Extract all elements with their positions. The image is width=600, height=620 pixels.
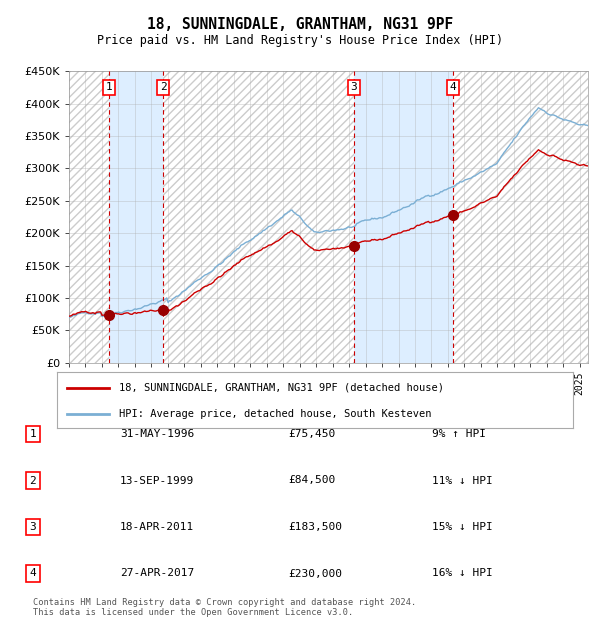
Text: 3: 3 [29,522,37,532]
Text: 15% ↓ HPI: 15% ↓ HPI [432,522,493,532]
Text: 2: 2 [160,82,166,92]
Text: This data is licensed under the Open Government Licence v3.0.: This data is licensed under the Open Gov… [33,608,353,617]
Text: £183,500: £183,500 [288,522,342,532]
Text: 31-MAY-1996: 31-MAY-1996 [120,429,194,439]
Text: 27-APR-2017: 27-APR-2017 [120,569,194,578]
Bar [109,71,163,363]
Text: Price paid vs. HM Land Registry's House Price Index (HPI): Price paid vs. HM Land Registry's House … [97,35,503,47]
Bar [69,71,109,363]
Text: 18, SUNNINGDALE, GRANTHAM, NG31 9PF: 18, SUNNINGDALE, GRANTHAM, NG31 9PF [147,17,453,32]
Text: 3: 3 [350,82,357,92]
Text: £84,500: £84,500 [288,476,335,485]
Text: 4: 4 [29,569,37,578]
Bar [354,71,453,363]
Text: £75,450: £75,450 [288,429,335,439]
Text: 18, SUNNINGDALE, GRANTHAM, NG31 9PF (detached house): 18, SUNNINGDALE, GRANTHAM, NG31 9PF (det… [119,383,444,392]
Text: HPI: Average price, detached house, South Kesteven: HPI: Average price, detached house, Sout… [119,409,431,419]
Text: 1: 1 [29,429,37,439]
Text: 2: 2 [29,476,37,485]
Text: 16% ↓ HPI: 16% ↓ HPI [432,569,493,578]
Text: Contains HM Land Registry data © Crown copyright and database right 2024.: Contains HM Land Registry data © Crown c… [33,598,416,607]
Text: £230,000: £230,000 [288,569,342,578]
Text: 18-APR-2011: 18-APR-2011 [120,522,194,532]
Bar [163,71,354,363]
Text: 13-SEP-1999: 13-SEP-1999 [120,476,194,485]
Bar [453,71,588,363]
Text: 1: 1 [106,82,112,92]
Text: 4: 4 [450,82,457,92]
Text: 9% ↑ HPI: 9% ↑ HPI [432,429,486,439]
Text: 11% ↓ HPI: 11% ↓ HPI [432,476,493,485]
